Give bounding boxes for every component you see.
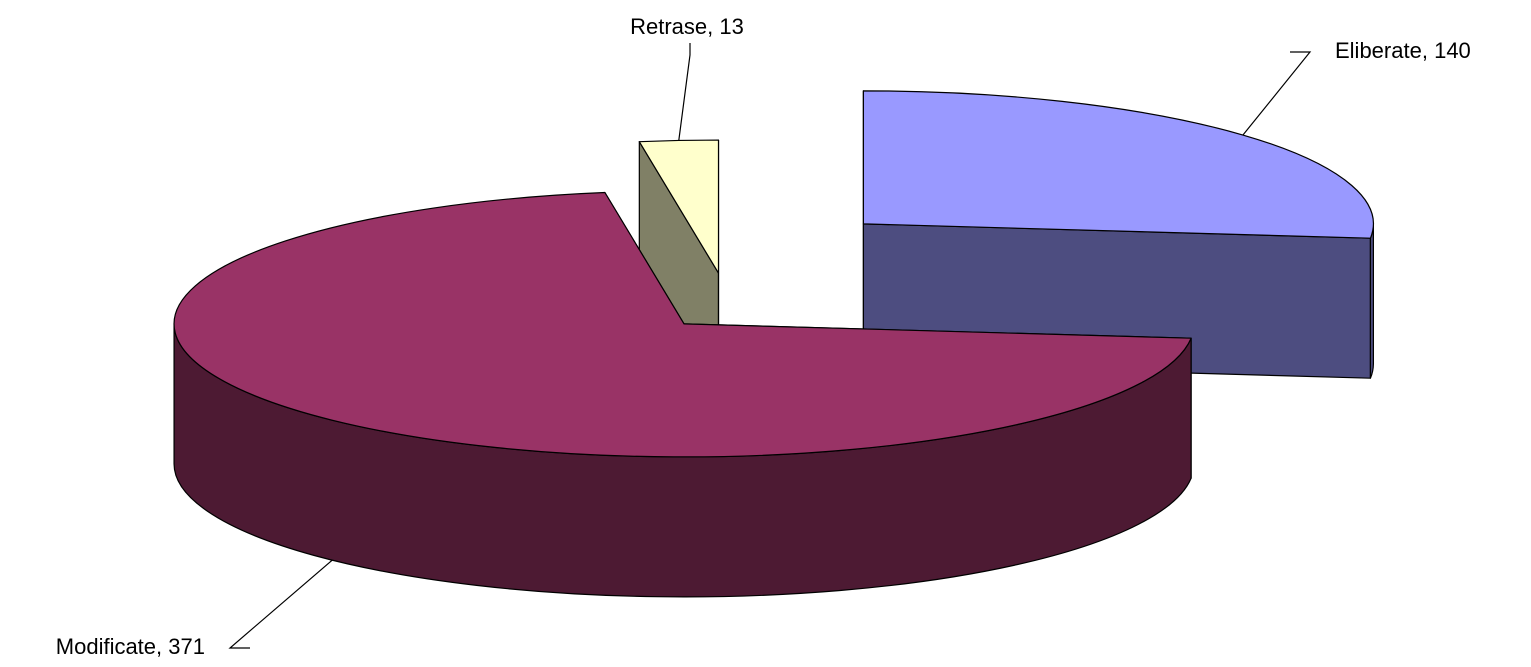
leader-line: [228, 559, 333, 649]
data-label: Modificate, 371: [56, 634, 205, 659]
slice: [862, 90, 1374, 379]
label-value: 13: [719, 14, 743, 39]
leader-line: [678, 43, 691, 141]
slice-top: [862, 90, 1374, 239]
label-separator: ,: [707, 14, 719, 39]
slice-top: [638, 139, 720, 274]
label-separator: ,: [1422, 38, 1434, 63]
label-category: Retrase: [630, 14, 707, 39]
slice-wall: [1369, 223, 1374, 379]
leader-line: [1242, 51, 1312, 136]
data-label: Retrase, 13: [630, 14, 744, 39]
label-value: 140: [1434, 38, 1471, 63]
slice: [173, 191, 1192, 598]
label-category: Modificate: [56, 634, 156, 659]
slice-top: [173, 191, 1192, 458]
label-category: Eliberate: [1335, 38, 1422, 63]
label-value: 371: [168, 634, 205, 659]
data-label: Eliberate, 140: [1335, 38, 1471, 63]
label-separator: ,: [156, 634, 168, 659]
